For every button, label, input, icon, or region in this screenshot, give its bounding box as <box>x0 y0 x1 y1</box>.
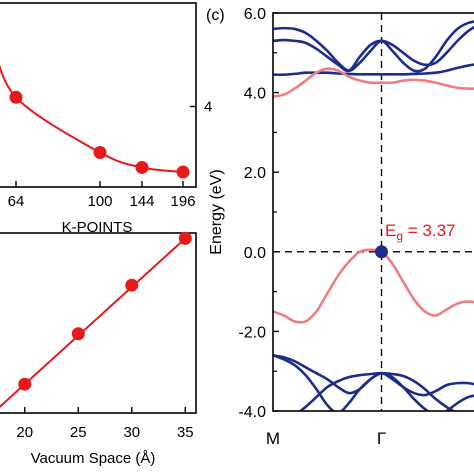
y-tick-label: -2.0 <box>238 324 266 341</box>
vacuum-point <box>125 278 139 292</box>
kpoints-line <box>0 64 184 174</box>
panel-vacuum-frame <box>0 232 197 414</box>
x-tick-label: 25 <box>70 424 87 441</box>
panel-vacuum-ticks: 20 25 30 35 <box>16 407 194 441</box>
panel-kpoints: 64 100 144 196 4 K-POINTS <box>0 2 213 236</box>
eg-value: = 3.37 <box>403 221 455 240</box>
panel-kpoints-xlabel: K-POINTS <box>62 219 133 236</box>
x-tick-label: 144 <box>129 193 154 210</box>
band-line <box>273 353 474 397</box>
band-line <box>273 67 474 98</box>
band-line <box>298 371 457 411</box>
y-tick-label: 4.0 <box>244 86 266 103</box>
x-tick-label: Γ <box>377 429 386 448</box>
y-tick-label: 0.0 <box>244 245 266 262</box>
x-tick-label: 30 <box>123 424 140 441</box>
x-tick-label: 100 <box>87 193 112 210</box>
panel-vacuum: 20 25 30 35 Vacuum Space (Å) <box>0 231 197 467</box>
band-y-ticks: 6.0 4.0 2.0 0.0 -2.0 -4.0 <box>238 6 279 421</box>
y-tick-label: 4 <box>204 99 212 116</box>
eg-label: E <box>385 221 396 240</box>
vacuum-point <box>178 231 192 245</box>
panel-kpoints-frame <box>0 2 197 188</box>
x-tick-label: 196 <box>170 193 195 210</box>
vacuum-point <box>71 327 85 341</box>
kpoints-point <box>93 146 107 159</box>
panel-label: (c) <box>206 7 225 24</box>
y-tick-label: 2.0 <box>244 165 266 182</box>
panel-vacuum-plot <box>0 231 192 409</box>
band-line <box>273 63 474 77</box>
x-tick-label: M <box>266 429 280 448</box>
band-frame <box>272 12 474 412</box>
x-tick-label: 64 <box>8 193 25 210</box>
vacuum-point <box>18 377 32 391</box>
kpoints-point <box>135 160 149 174</box>
band-line <box>273 248 474 324</box>
eg-annotation: Eg = 3.37 <box>385 221 456 243</box>
vbm-point <box>375 245 388 259</box>
band-lines <box>273 20 474 411</box>
kpoints-point <box>9 90 23 104</box>
kpoints-point <box>176 165 190 179</box>
panel-vacuum-xlabel: Vacuum Space (Å) <box>31 450 156 467</box>
eg-subscript: g <box>396 229 403 243</box>
panel-kpoints-ticks: 64 100 144 196 4 <box>8 99 213 211</box>
x-tick-label: 35 <box>177 424 194 441</box>
y-tick-label: 6.0 <box>244 6 266 23</box>
energy-ylabel: Energy (eV) <box>208 169 225 254</box>
band-plot <box>273 13 474 411</box>
band-line <box>273 20 474 73</box>
panel-kpoints-plot <box>0 64 190 179</box>
x-tick-label: 20 <box>16 424 33 441</box>
y-tick-label: -4.0 <box>238 404 266 421</box>
band-line <box>273 25 474 73</box>
